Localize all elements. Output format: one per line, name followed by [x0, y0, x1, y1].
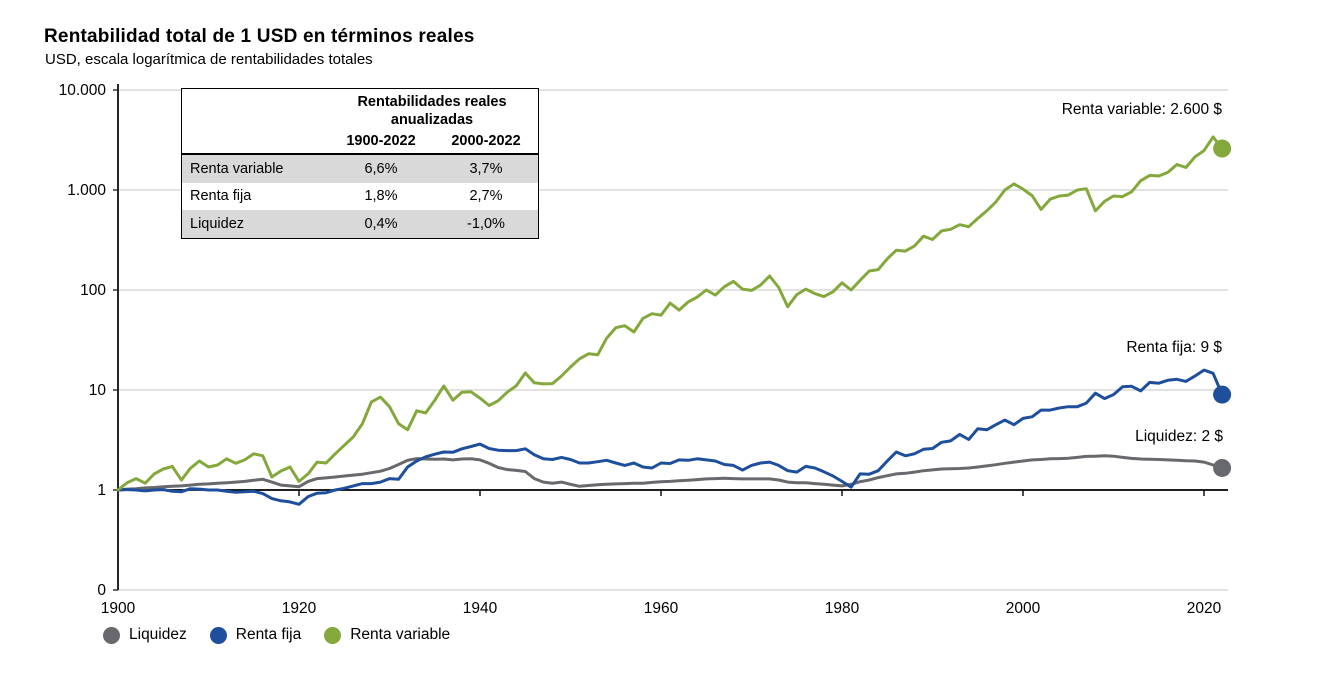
page-title: Rentabilidad total de 1 USD en términos … [44, 26, 475, 47]
table-column-header-2000-2022: 2000-2022 [451, 133, 521, 149]
annotation-renta-variable: Renta variable: 2.600 $ [1061, 101, 1222, 118]
table-row-renta-variable: Renta variable 6,6% 3,7% [182, 155, 538, 183]
table-title: Rentabilidades reales anualizadas [326, 93, 538, 129]
y-axis-label: 10.000 [59, 82, 107, 99]
x-axis-label: 1980 [825, 600, 860, 617]
renta-fija-legend-dot-icon [209, 626, 227, 644]
legend-label: Renta fija [235, 626, 302, 643]
series-line-renta-variable [116, 135, 1224, 492]
x-axis-label: 2020 [1187, 600, 1222, 617]
table-row-liquidez: Liquidez 0,4% -1,0% [182, 210, 538, 238]
x-axis-label: 2000 [1006, 600, 1041, 617]
row-label: Renta variable [190, 160, 284, 177]
chart-legend: Liquidez Renta fija Renta variable [103, 626, 450, 644]
end-dot-liquidez [1213, 458, 1232, 477]
table-column-header-1900-2022: 1900-2022 [346, 133, 416, 149]
table-body: Renta variable 6,6% 3,7% Renta fija 1,8%… [182, 153, 538, 238]
series-line-liquidez [116, 454, 1224, 492]
legend-item-renta-variable: Renta variable [324, 626, 450, 644]
end-dot-renta-variable [1213, 139, 1232, 158]
x-axis-label: 1900 [101, 600, 136, 617]
row-value-1900-2022: 1,8% [364, 188, 398, 205]
row-value-2000-2022: 3,7% [469, 160, 503, 177]
table-column-headers: 1900-2022 2000-2022 [182, 129, 538, 153]
annualized-returns-table: Rentabilidades reales anualizadas 1900-2… [181, 88, 539, 239]
x-axis-label: 1920 [282, 600, 317, 617]
legend-label: Renta variable [350, 626, 451, 643]
legend-item-renta-fija: Renta fija [209, 626, 302, 644]
table-header-spacer [182, 93, 326, 129]
y-axis-label: 0 [97, 582, 106, 599]
legend-label: Liquidez [129, 626, 187, 643]
renta-variable-legend-dot-icon [324, 626, 342, 644]
y-axis-label: 1.000 [67, 182, 106, 199]
legend-item-liquidez: Liquidez [103, 626, 187, 644]
series-line-renta-fija [116, 368, 1224, 506]
row-value-2000-2022: -1,0% [467, 215, 505, 232]
row-label: Liquidez [190, 215, 245, 232]
row-value-1900-2022: 0,4% [364, 215, 398, 232]
end-dot-renta-fija [1213, 385, 1232, 404]
table-title-line2: anualizadas [390, 112, 474, 128]
table-column-header-empty [182, 133, 326, 149]
page-subtitle: USD, escala logarítmica de rentabilidade… [45, 51, 373, 68]
table-header: Rentabilidades reales anualizadas [182, 89, 538, 129]
y-axis-label: 10 [89, 382, 107, 399]
row-value-1900-2022: 6,6% [364, 160, 398, 177]
y-axis-label: 100 [80, 282, 106, 299]
y-axis-label: 1 [97, 482, 106, 499]
x-axis-label: 1960 [644, 600, 679, 617]
table-title-line1: Rentabilidades reales [357, 94, 507, 110]
row-value-2000-2022: 2,7% [469, 188, 503, 205]
x-axis-label: 1940 [463, 600, 498, 617]
row-label: Renta fija [190, 188, 252, 205]
annotation-renta-fija: Renta fija: 9 $ [1126, 339, 1222, 356]
table-row-renta-fija: Renta fija 1,8% 2,7% [182, 183, 538, 211]
liquidez-legend-dot-icon [103, 626, 120, 644]
annotation-liquidez: Liquidez: 2 $ [1135, 428, 1223, 445]
